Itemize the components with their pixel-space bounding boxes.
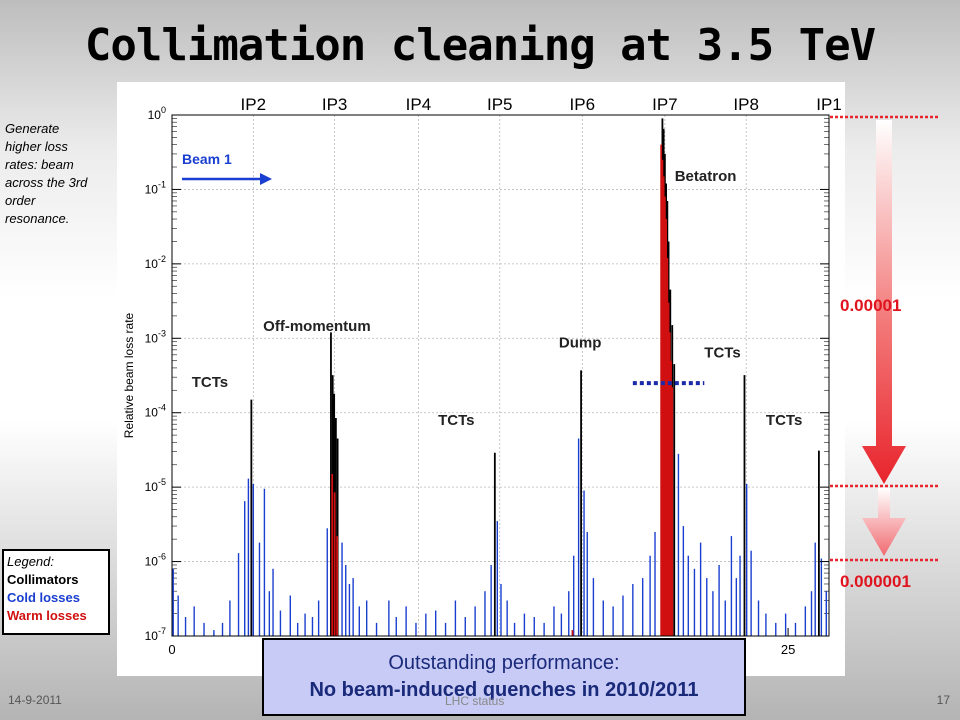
y-tick-label: 10-6 [145, 552, 166, 569]
beam-label: Beam 1 [182, 151, 232, 167]
performance-line-2: No beam-induced quenches in 2010/2011 [309, 679, 699, 701]
ip-label: IP6 [570, 95, 596, 114]
slide-title: Collimation cleaning at 3.5 TeV [84, 20, 876, 71]
ip-label: IP2 [241, 95, 267, 114]
down-arrow-large-icon [862, 120, 906, 484]
ip-label: IP3 [322, 95, 348, 114]
side-note: Generate higher loss rates: beam across … [5, 121, 88, 226]
annotation-label: Dump [559, 335, 602, 352]
legend-item-cold-losses: Cold losses [7, 590, 80, 605]
annotation-label: TCTs [438, 412, 474, 429]
performance-box: Outstanding performance: No beam-induced… [262, 638, 746, 716]
annotation-label: TCTs [192, 374, 228, 391]
y-tick-label: 10-3 [145, 328, 166, 345]
x-tick-label: 0 [168, 642, 175, 657]
y-tick-label: 10-5 [145, 477, 166, 494]
plot-frame [171, 114, 830, 637]
beam-arrow-head-icon [260, 173, 272, 185]
legend-item-warm-losses: Warm losses [7, 608, 87, 623]
y-tick-label: 10-4 [145, 403, 166, 420]
ip-label: IP4 [406, 95, 432, 114]
y-tick-label: 100 [148, 105, 166, 122]
annotation-label: Off-momentum [263, 318, 371, 335]
y-tick-label: 10-2 [145, 254, 166, 271]
annotation-label: TCTs [704, 345, 740, 362]
performance-line-1: Outstanding performance: [388, 652, 620, 674]
footer-page-number: 17 [936, 693, 950, 707]
x-tick-label: 25 [781, 642, 795, 657]
legend-heading: Legend: [7, 554, 54, 569]
legend-item-collimators: Collimators [7, 572, 79, 587]
annotation-label: TCTs [766, 412, 802, 429]
ratio-indicator [830, 115, 940, 562]
footer-date: 14-9-2011 [8, 693, 62, 707]
ip-label: IP8 [733, 95, 759, 114]
y-axis-label: Relative beam loss rate [122, 312, 136, 438]
y-tick-label: 10-7 [145, 626, 166, 643]
footer-center: LHC status [445, 694, 505, 708]
legend-box: Legend: Collimators Cold losses Warm los… [2, 549, 110, 635]
annotation-label: Betatron [675, 168, 737, 185]
down-arrow-small-icon [862, 488, 906, 556]
y-tick-label: 10-1 [145, 179, 166, 196]
ip-label: IP1 [816, 95, 842, 114]
loss-map-chart: 10-7 10-6 10-5 10-4 10-3 10-2 10-1 100 0 25 Relati… [122, 95, 842, 657]
ratio-upper-label: 0.00001 [840, 296, 902, 315]
ip-label: IP7 [652, 95, 678, 114]
ip-label: IP5 [487, 95, 513, 114]
ratio-lower-label: 0.000001 [840, 572, 911, 591]
